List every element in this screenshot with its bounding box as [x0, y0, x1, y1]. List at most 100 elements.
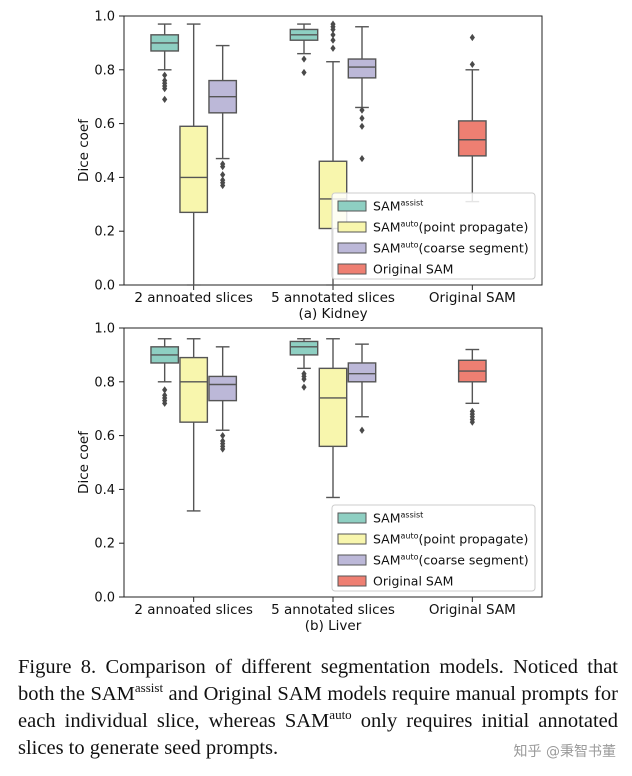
- box-auto_coarse-2-annoated-slices: [208, 44, 238, 190]
- box-body: [208, 375, 238, 402]
- box-body: [347, 58, 377, 79]
- box-assist-2-annoated-slices: [150, 338, 180, 407]
- x-tick-label: 2 annoated slices: [134, 290, 253, 306]
- outlier-point: [162, 95, 168, 103]
- y-tick-label: 0.6: [94, 429, 115, 444]
- outlier-point: [301, 375, 307, 383]
- box-assist-5-annotated-slices: [289, 338, 319, 391]
- outlier-point: [359, 426, 365, 434]
- caption-part-3: only requires initial annotated slices t…: [18, 710, 618, 759]
- outlier-point: [469, 33, 475, 42]
- legend-label-sup: auto: [401, 532, 419, 541]
- outlier-point: [469, 60, 475, 69]
- box-body: [289, 340, 319, 356]
- y-axis-label: Dice coef: [76, 430, 92, 494]
- legend-label: SAMassist: [373, 511, 423, 526]
- outlier-point: [301, 383, 307, 391]
- outlier-point: [220, 445, 226, 453]
- legend-label-sup: auto: [401, 220, 419, 229]
- outlier-point: [162, 71, 168, 79]
- outlier-point: [330, 36, 336, 44]
- legend-label-base: SAM: [373, 220, 401, 235]
- legend-label-suffix: (point propagate): [419, 532, 529, 547]
- y-tick-label: 0.4: [94, 483, 115, 498]
- legend-label: SAMauto(point propagate): [373, 532, 528, 547]
- legend-label: Original SAM: [373, 262, 453, 277]
- y-tick-label: 0.0: [94, 591, 115, 606]
- legend-label-sup: auto: [401, 553, 419, 562]
- legend-swatch: [337, 242, 367, 254]
- legend-label-base: Original SAM: [373, 262, 453, 277]
- legend-label: SAMauto(point propagate): [373, 220, 528, 235]
- box-original-original-sam: [457, 348, 487, 426]
- legend-label: SAMauto(coarse segment): [373, 553, 529, 568]
- chart-panel-0: 0.0 0.2 0.4 0.6 0.8 1.0 Dice coef 2 annoated sl…: [76, 10, 543, 322]
- legend-label-suffix: (coarse segment): [419, 553, 529, 568]
- legend-swatch: [337, 575, 367, 587]
- legend-label-suffix: (coarse segment): [419, 241, 529, 256]
- x-tick-label: 2 annoated slices: [134, 602, 253, 618]
- legend-label-base: SAM: [373, 199, 401, 214]
- outlier-point: [162, 386, 168, 394]
- legend-label-base: SAM: [373, 532, 401, 547]
- x-tick-label: Original SAM: [429, 602, 516, 618]
- box-original-original-sam: [457, 33, 487, 203]
- outlier-point: [220, 163, 226, 171]
- box-body: [318, 367, 348, 448]
- y-tick-label: 0.6: [94, 117, 115, 132]
- y-tick-label: 0.2: [94, 225, 115, 240]
- legend-label-sup: auto: [401, 241, 419, 250]
- caption-sup-auto: auto: [329, 707, 352, 723]
- legend-swatch: [337, 200, 367, 212]
- panel-title: (a) Kidney: [298, 306, 367, 322]
- outlier-point: [359, 122, 365, 130]
- y-tick-label: 0.2: [94, 537, 115, 552]
- legend-label-base: SAM: [373, 511, 401, 526]
- outlier-point: [359, 106, 365, 114]
- caption-part-2: and Original SAM models require manual p…: [18, 683, 618, 732]
- y-axis-label: Dice coef: [76, 118, 92, 182]
- outlier-point: [359, 114, 365, 122]
- box-auto_coarse-5-annotated-slices: [347, 343, 377, 434]
- legend-swatch: [337, 554, 367, 566]
- legend-frame: [331, 504, 536, 592]
- legend-label: SAMauto(coarse segment): [373, 241, 529, 256]
- outlier-point: [301, 55, 307, 63]
- y-tick-label: 0.0: [94, 279, 115, 294]
- x-tick-label: 5 annotated slices: [271, 602, 395, 618]
- y-tick-label: 1.0: [94, 322, 115, 337]
- caption-part-1: Figure 8. Comparison of different segmen…: [18, 656, 618, 705]
- figure: 0.0 0.2 0.4 0.6 0.8 1.0 Dice coef 2 annoated sl…: [76, 10, 543, 634]
- outlier-point: [301, 68, 307, 77]
- outlier-point: [220, 171, 226, 179]
- box-body: [179, 356, 209, 423]
- outlier-point: [330, 44, 336, 52]
- outlier-point: [220, 432, 226, 440]
- outlier-point: [330, 25, 336, 34]
- chart-panel-1: 0.0 0.2 0.4 0.6 0.8 1.0 Dice coef 2 annoated sl…: [76, 322, 543, 634]
- legend-label-suffix: (point propagate): [419, 220, 529, 235]
- outlier-point: [220, 181, 226, 190]
- box-body: [179, 125, 209, 214]
- x-tick-label: 5 annotated slices: [271, 290, 395, 306]
- panel-title: (b) Liver: [305, 618, 362, 634]
- box-assist-2-annoated-slices: [150, 23, 180, 103]
- outlier-point: [162, 399, 168, 407]
- outlier-point: [359, 154, 365, 163]
- x-tick-label: Original SAM: [429, 290, 516, 306]
- legend-frame: [331, 192, 536, 280]
- outlier-point: [330, 31, 336, 39]
- box-auto_point-2-annoated-slices: [179, 23, 209, 286]
- legend-swatch: [337, 533, 367, 545]
- watermark-text: 知乎 @秉智书董: [511, 741, 618, 761]
- caption-sup-assist: assist: [134, 680, 164, 696]
- box-auto_point-2-annoated-slices: [179, 338, 209, 512]
- y-tick-label: 0.8: [94, 63, 115, 78]
- legend-swatch: [337, 263, 367, 275]
- box-auto_coarse-5-annotated-slices: [347, 26, 377, 163]
- y-tick-label: 0.4: [94, 171, 115, 186]
- box-auto_point-5-annotated-slices: [318, 338, 348, 499]
- legend-label-base: SAM: [373, 553, 401, 568]
